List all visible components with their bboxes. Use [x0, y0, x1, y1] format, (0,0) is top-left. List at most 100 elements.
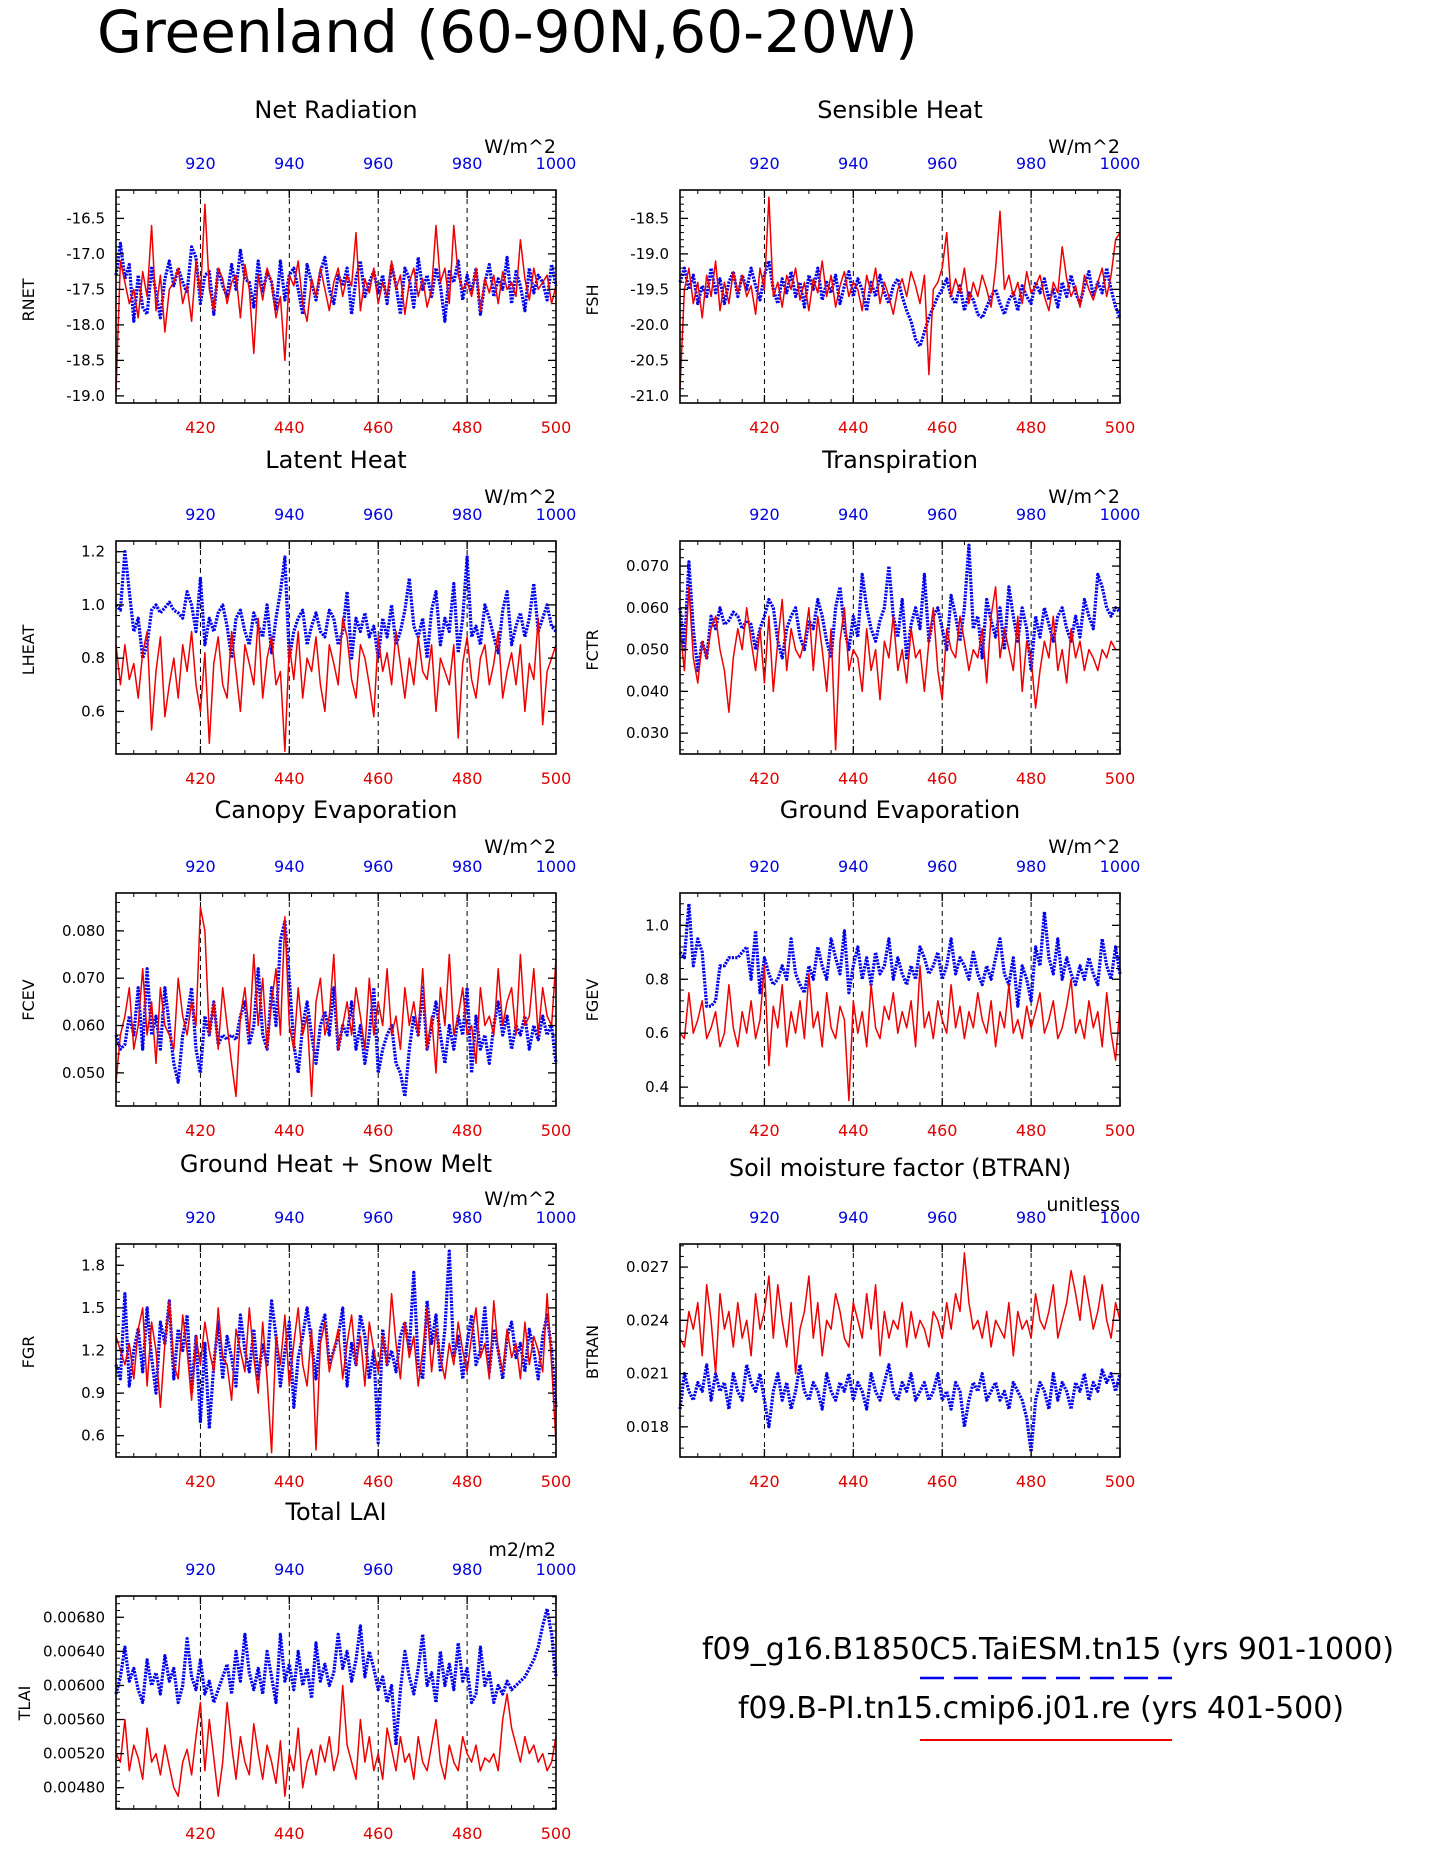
chart-panel: Latent Heat W/m^2 LHEAT 420 440 460 480 500 9… [19, 446, 576, 788]
y-tick-label: 0.6 [645, 1024, 669, 1042]
y-axis-label: LHEAT [19, 625, 38, 676]
y-tick-label: 0.6 [81, 702, 105, 720]
y-tick-label: 1.2 [81, 543, 105, 561]
panel-title: Canopy Evaporation [215, 796, 458, 824]
y-tick-label: 0.00560 [43, 1711, 105, 1729]
axes-frame [115, 189, 557, 404]
units-label: W/m^2 [1048, 136, 1120, 158]
x-tick-label-bottom: 420 [185, 1472, 216, 1491]
plot-frame [679, 540, 1121, 755]
series-run1 [678, 259, 1122, 348]
y-axis-label: RNET [19, 278, 38, 321]
x-tick-label-bottom: 500 [1105, 418, 1136, 437]
x-tick-label-top: 980 [1016, 505, 1047, 524]
x-tick-label-bottom: 460 [363, 1824, 394, 1843]
x-tick-label-bottom: 440 [274, 1472, 305, 1491]
x-tick-label-bottom: 480 [1016, 769, 1047, 788]
x-tick-label-bottom: 420 [749, 418, 780, 437]
x-tick-label-top: 1000 [536, 505, 577, 524]
x-tick-label-top: 960 [363, 505, 394, 524]
y-tick-label: 0.8 [645, 970, 669, 988]
series-layer [678, 902, 1122, 1102]
y-tick-label: 0.070 [62, 969, 105, 987]
panel-title: Ground Evaporation [780, 796, 1020, 824]
x-tick-label-bottom: 420 [749, 1121, 780, 1140]
tick-labels: 420 440 460 480 500 920 940 960 980 1000 1.2 1.0 0.8… [81, 505, 576, 788]
chart-panel: Ground Heat + Snow Melt W/m^2 FGR 420 440… [19, 1150, 576, 1491]
x-tick-label-bottom: 420 [749, 769, 780, 788]
plot-frame [679, 892, 1121, 1107]
chart-panel: Transpiration W/m^2 FCTR 420 440 460 480 500… [583, 446, 1140, 788]
panel-title: Soil moisture factor (BTRAN) [729, 1154, 1071, 1182]
y-tick-label: 0.027 [626, 1258, 669, 1276]
x-tick-label-bottom: 460 [363, 418, 394, 437]
x-tick-label-bottom: 420 [749, 1472, 780, 1491]
units-label: W/m^2 [1048, 836, 1120, 858]
x-tick-label-bottom: 440 [274, 1824, 305, 1843]
chart-panel: Canopy Evaporation W/m^2 FCEV 420 440 460 4… [19, 796, 576, 1140]
series-run2 [679, 1252, 1121, 1375]
x-tick-label-bottom: 480 [1016, 1472, 1047, 1491]
x-tick-label-bottom: 440 [838, 1121, 869, 1140]
axes-frame [115, 1595, 557, 1810]
series-run1 [678, 1363, 1122, 1454]
y-tick-label: 0.00520 [43, 1745, 105, 1763]
tick-labels: 420 440 460 480 500 920 940 960 980 1000 0.080 0.07… [62, 857, 576, 1140]
x-tick-label-bottom: 480 [452, 769, 483, 788]
y-tick-label: 0.6 [81, 1427, 105, 1445]
tick-labels: 420 440 460 480 500 920 940 960 980 1000 -16.5 -17.… [66, 154, 576, 437]
y-tick-label: 0.040 [626, 682, 669, 700]
x-tick-label-bottom: 460 [927, 1121, 958, 1140]
y-tick-label: -17.0 [66, 245, 105, 263]
series-layer [114, 549, 558, 753]
x-tick-label-top: 940 [274, 1560, 305, 1579]
units-label: W/m^2 [484, 136, 556, 158]
main-title: Greenland (60-90N,60-20W) [97, 0, 918, 66]
series-layer [114, 906, 558, 1099]
x-tick-label-top: 960 [927, 1208, 958, 1227]
x-tick-label-top: 940 [838, 505, 869, 524]
x-tick-label-bottom: 480 [452, 1472, 483, 1491]
x-tick-label-top: 980 [452, 154, 483, 173]
x-tick-label-bottom: 460 [363, 769, 394, 788]
x-tick-label-top: 920 [185, 505, 216, 524]
panel-title: Ground Heat + Snow Melt [180, 1150, 492, 1178]
y-tick-label: -19.0 [630, 245, 669, 263]
x-tick-label-bottom: 500 [541, 1472, 572, 1491]
series-run2 [115, 203, 557, 393]
x-tick-label-top: 920 [749, 505, 780, 524]
series-run2 [679, 965, 1121, 1102]
series-layer [678, 543, 1122, 751]
x-tick-label-top: 1000 [536, 1208, 577, 1227]
axes-frame [115, 540, 557, 755]
x-tick-label-bottom: 500 [541, 1824, 572, 1843]
series-layer [114, 203, 558, 393]
x-tick-label-bottom: 480 [1016, 418, 1047, 437]
x-tick-label-top: 920 [749, 154, 780, 173]
y-tick-label: -20.0 [630, 316, 669, 334]
chart-panel: Sensible Heat W/m^2 FSH 420 440 460 480 500 9… [583, 96, 1140, 437]
y-tick-label: 0.060 [62, 1017, 105, 1035]
tick-labels: 420 440 460 480 500 920 940 960 980 1000 1.8 1.5 1.2… [81, 1208, 576, 1491]
plot-frame [115, 892, 557, 1107]
x-tick-label-bottom: 500 [541, 769, 572, 788]
series-run1 [678, 902, 1122, 1008]
axes-frame [115, 892, 557, 1107]
y-tick-label: -21.0 [630, 387, 669, 405]
x-tick-label-top: 1000 [1100, 857, 1141, 876]
y-tick-label: 0.00640 [43, 1642, 105, 1660]
units-label: W/m^2 [484, 836, 556, 858]
units-label: W/m^2 [484, 486, 556, 508]
y-tick-label: 0.9 [81, 1384, 105, 1402]
x-tick-label-top: 980 [452, 505, 483, 524]
series-run1 [114, 1607, 558, 1747]
x-tick-label-top: 940 [274, 154, 305, 173]
x-tick-label-top: 960 [363, 1560, 394, 1579]
series-run2 [115, 906, 557, 1098]
x-tick-label-bottom: 440 [274, 1121, 305, 1140]
x-tick-label-bottom: 440 [838, 769, 869, 788]
series-run2 [679, 586, 1120, 751]
y-axis-label: FGEV [583, 979, 602, 1022]
y-tick-label: 0.080 [62, 922, 105, 940]
x-tick-label-top: 940 [838, 1208, 869, 1227]
